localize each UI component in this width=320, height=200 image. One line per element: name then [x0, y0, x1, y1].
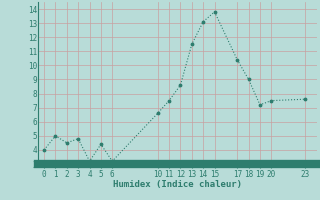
X-axis label: Humidex (Indice chaleur): Humidex (Indice chaleur) — [113, 180, 242, 189]
